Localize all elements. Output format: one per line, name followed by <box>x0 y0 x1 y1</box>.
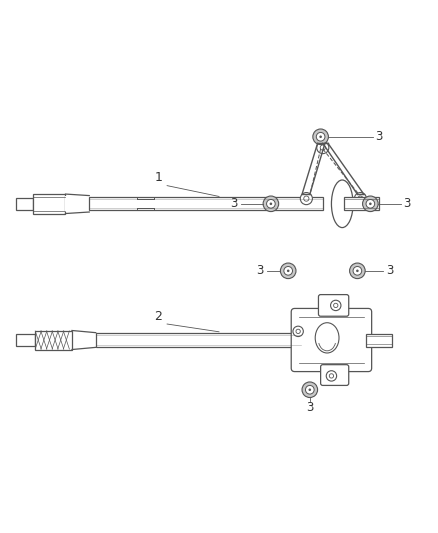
Bar <box>16 334 35 346</box>
Circle shape <box>354 192 367 205</box>
Text: 3: 3 <box>256 264 264 277</box>
Circle shape <box>263 196 279 212</box>
Circle shape <box>270 203 272 205</box>
Circle shape <box>287 270 290 272</box>
Circle shape <box>319 135 322 138</box>
Circle shape <box>300 192 312 205</box>
Circle shape <box>326 371 337 381</box>
FancyBboxPatch shape <box>16 198 33 210</box>
Circle shape <box>317 142 329 154</box>
Circle shape <box>316 132 325 141</box>
Circle shape <box>296 329 300 334</box>
Text: 1: 1 <box>155 171 162 184</box>
Text: 3: 3 <box>403 197 411 211</box>
Bar <box>35 330 72 350</box>
Bar <box>366 334 392 346</box>
Circle shape <box>305 385 314 394</box>
Circle shape <box>350 263 365 279</box>
Circle shape <box>356 270 359 272</box>
Circle shape <box>334 303 338 308</box>
Bar <box>89 197 323 211</box>
Circle shape <box>308 389 311 391</box>
Circle shape <box>313 129 328 144</box>
Text: 3: 3 <box>386 264 393 277</box>
Circle shape <box>353 266 362 275</box>
Bar <box>344 197 379 211</box>
Circle shape <box>369 203 372 205</box>
FancyBboxPatch shape <box>291 309 372 372</box>
Circle shape <box>304 196 309 201</box>
Circle shape <box>366 199 374 208</box>
Circle shape <box>331 300 341 311</box>
Ellipse shape <box>332 180 353 228</box>
Bar <box>96 333 301 348</box>
Circle shape <box>363 196 378 212</box>
Ellipse shape <box>315 322 339 353</box>
Bar <box>33 194 66 214</box>
Circle shape <box>329 374 334 378</box>
Circle shape <box>358 196 363 201</box>
FancyBboxPatch shape <box>321 365 349 385</box>
Text: 3: 3 <box>306 400 314 414</box>
Bar <box>66 196 89 212</box>
Circle shape <box>293 326 304 336</box>
Circle shape <box>302 382 318 398</box>
Circle shape <box>284 266 293 275</box>
Circle shape <box>280 263 296 279</box>
Text: 3: 3 <box>375 130 383 143</box>
Text: 3: 3 <box>230 197 238 211</box>
Circle shape <box>320 145 325 150</box>
Circle shape <box>267 199 275 208</box>
FancyBboxPatch shape <box>318 295 349 316</box>
Text: 2: 2 <box>155 310 162 322</box>
